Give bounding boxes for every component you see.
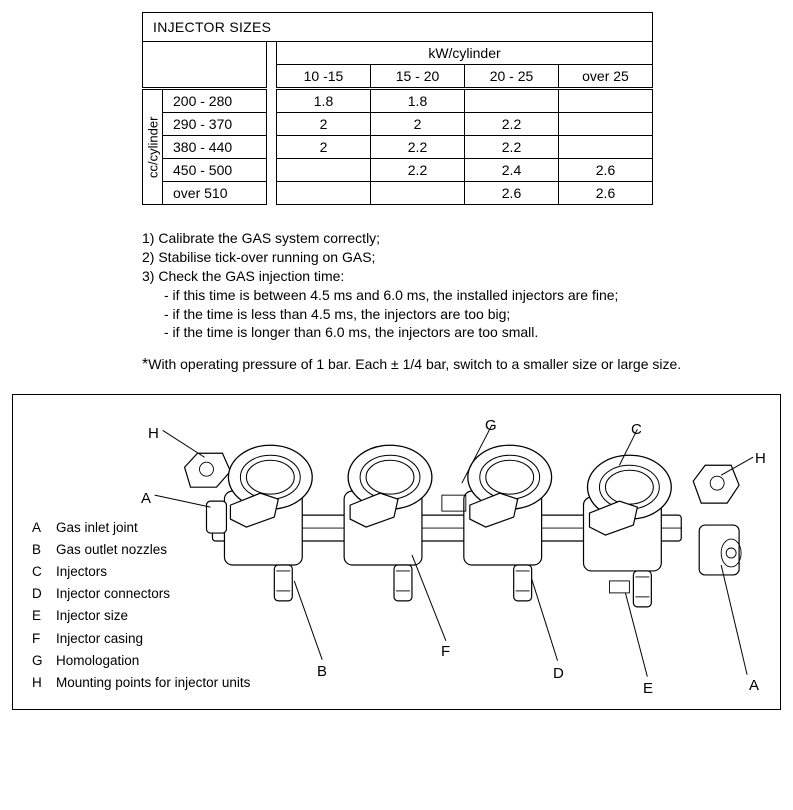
gas-inlet-right <box>699 525 741 575</box>
injector-unit-4 <box>584 456 672 608</box>
callout-B: B <box>317 663 327 680</box>
injector-diagram: H A G C H B F D E A AGas inlet joint BGa… <box>12 394 781 710</box>
group-header-kw: kW/cylinder <box>277 42 653 65</box>
legend-text: Injector casing <box>55 629 251 649</box>
instruction-line: 1) Calibrate the GAS system correctly; <box>142 229 781 248</box>
footnote: *With operating pressure of 1 bar. Each … <box>142 356 781 374</box>
instruction-subline: - if this time is between 4.5 ms and 6.0… <box>164 286 781 305</box>
col-header: over 25 <box>559 65 653 88</box>
diagram-legend: AGas inlet joint BGas outlet nozzles CIn… <box>29 516 253 696</box>
callout-G: G <box>485 417 497 434</box>
cell <box>277 159 371 182</box>
instruction-line: 3) Check the GAS injection time: <box>142 267 781 286</box>
cell <box>277 182 371 205</box>
cell: 1.8 <box>277 90 371 113</box>
mount-tab-right <box>693 466 739 504</box>
instructions-block: 1) Calibrate the GAS system correctly; 2… <box>142 229 781 342</box>
cell: 1.8 <box>371 90 465 113</box>
injector-unit-2 <box>344 446 432 602</box>
cell: 2.6 <box>559 182 653 205</box>
legend-text: Gas outlet nozzles <box>55 540 251 560</box>
cell: 2.2 <box>465 113 559 136</box>
legend-text: Gas inlet joint <box>55 518 251 538</box>
callout-H-right: H <box>755 450 766 467</box>
cell <box>559 90 653 113</box>
row-label: over 510 <box>163 182 267 205</box>
cell: 2 <box>371 113 465 136</box>
callout-C: C <box>631 421 642 438</box>
cell: 2.6 <box>465 182 559 205</box>
callout-H-left: H <box>148 425 159 442</box>
cell <box>559 113 653 136</box>
row-label: 380 - 440 <box>163 136 267 159</box>
col-header: 10 -15 <box>277 65 371 88</box>
row-label: 450 - 500 <box>163 159 267 182</box>
callout-A-right: A <box>749 677 759 694</box>
row-label: 200 - 280 <box>163 90 267 113</box>
cell <box>559 136 653 159</box>
instruction-subline: - if the time is less than 4.5 ms, the i… <box>164 305 781 324</box>
cell: 2.2 <box>371 159 465 182</box>
instruction-line: 2) Stabilise tick-over running on GAS; <box>142 248 781 267</box>
row-group-label: cc/cylinder <box>143 90 163 205</box>
cell <box>371 182 465 205</box>
cell <box>465 90 559 113</box>
cell: 2.2 <box>371 136 465 159</box>
blank-corner <box>143 42 267 88</box>
mount-tab-left <box>185 454 231 488</box>
cell: 2 <box>277 136 371 159</box>
injector-table: INJECTOR SIZES kW/cylinder 10 -15 15 - 2… <box>142 12 653 205</box>
legend-text: Mounting points for injector units <box>55 673 251 693</box>
callout-E: E <box>643 680 653 697</box>
cell: 2.4 <box>465 159 559 182</box>
callout-F: F <box>441 643 450 660</box>
footnote-text: With operating pressure of 1 bar. Each ±… <box>148 356 681 372</box>
callout-D: D <box>553 665 564 682</box>
legend-text: Injector connectors <box>55 584 251 604</box>
injector-size-table: INJECTOR SIZES kW/cylinder 10 -15 15 - 2… <box>142 12 781 205</box>
cell: 2.6 <box>559 159 653 182</box>
col-header: 20 - 25 <box>465 65 559 88</box>
cell: 2.2 <box>465 136 559 159</box>
legend-text: Homologation <box>55 651 251 671</box>
table-title: INJECTOR SIZES <box>143 13 653 42</box>
callout-A-left: A <box>141 490 151 507</box>
instruction-subline: - if the time is longer than 6.0 ms, the… <box>164 323 781 342</box>
col-header: 15 - 20 <box>371 65 465 88</box>
legend-text: Injectors <box>55 562 251 582</box>
row-label: 290 - 370 <box>163 113 267 136</box>
legend-text: Injector size <box>55 606 251 626</box>
cell: 2 <box>277 113 371 136</box>
